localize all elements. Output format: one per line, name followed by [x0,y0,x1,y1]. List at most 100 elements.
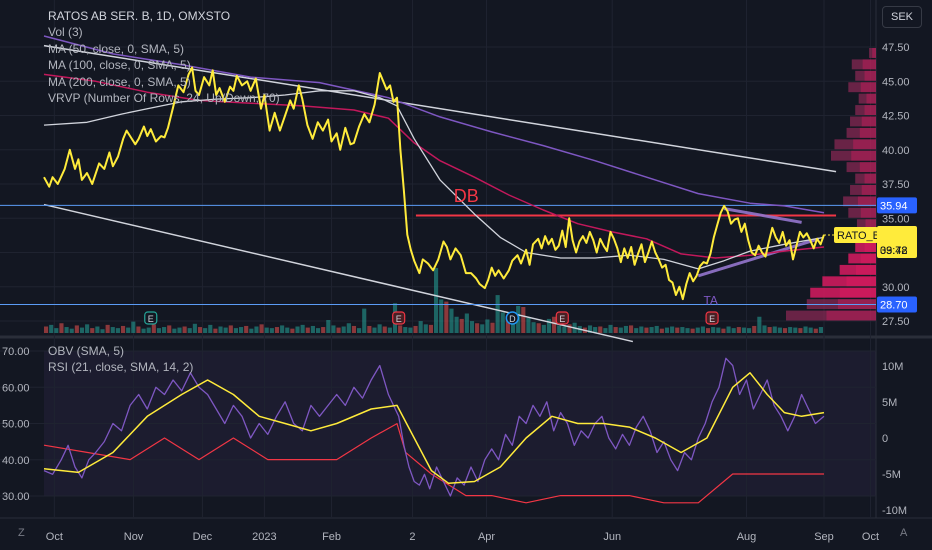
vrvp-row-17 [855,242,876,252]
volume-bar-9 [90,328,95,333]
volume-bar-44 [269,328,274,333]
level-high-badge: 35.94 [880,200,908,212]
currency-button[interactable]: SEK [882,6,922,28]
volume-bar-55 [326,320,331,333]
obv-tick-2: 0 [882,433,888,445]
vrvp-row-4 [858,93,876,104]
volume-bar-136 [741,327,747,333]
volume-bar-84 [475,323,480,333]
volume-bar-140 [762,325,767,333]
db-label: DB [454,186,479,206]
vrvp-row-21 [810,287,876,298]
vrvp-row-up-23 [826,310,876,321]
volume-bar-43 [264,327,269,333]
volume-bar-39 [244,325,249,333]
obv-tick-1: 5M [882,397,897,409]
volume-bar-74 [423,324,428,333]
channel-lower-line [43,203,634,343]
vrvp-row-up-11 [864,173,876,184]
level-low-badge-bg [877,296,917,313]
volume-bar-146 [793,327,798,333]
symbol-title: RATOS AB SER. B, 1D, OMXSTO [48,9,231,23]
volume-bar-151 [818,327,823,333]
event-marker-2: D [505,311,520,325]
volume-bar-113 [623,325,628,333]
volume-bar-63 [367,325,372,333]
volume-bar-37 [233,328,238,333]
indicator-rsi[interactable]: RSI (21, close, SMA, 14, 2) [48,360,194,375]
vrvp-row-up-4 [866,93,876,104]
volume-bar-36 [228,325,233,333]
volume-bar-11 [100,329,105,333]
volume-bar-78 [444,301,449,333]
vrvp-row-up-10 [859,162,876,173]
vrvp-row-up-6 [861,116,876,127]
rsi-line [43,357,825,497]
volume-bar-102 [567,324,572,333]
volume-bar-114 [629,325,634,333]
volume-bar-138 [752,325,757,333]
volume-bar-45 [274,327,280,333]
price-tick-7: 30.00 [882,282,910,294]
volume-bar-75 [428,324,433,333]
volume-bar-23 [162,327,167,333]
vrvp-row-5 [855,105,876,115]
rsi-tick-0: 70.00 [2,346,30,358]
indicator-ma200[interactable]: MA (200, close, 0, SMA, 5) [48,74,191,89]
volume-bar-126 [690,328,695,333]
volume-bar-88 [495,295,500,333]
ma50-line [43,90,825,270]
volume-bar-86 [485,319,490,333]
vrvp-row-23 [786,310,876,321]
volume-bar-98 [546,318,552,333]
indicator-ma100[interactable]: MA (100, close, 0, SMA, 5) [48,58,191,73]
volume-bar-124 [680,327,685,333]
volume-bar-59 [346,323,351,333]
vrvp-row-20 [822,276,876,287]
volume-bar-77 [439,299,444,333]
timezone-corner-label[interactable]: Z [18,527,25,539]
volume-bar-141 [767,327,772,333]
volume-bar-49 [295,326,300,333]
price-tick-0: 47.50 [882,42,910,54]
volume-bar-76 [434,268,439,333]
time-tick-10: Oct [862,531,879,543]
volume-bar-7 [79,327,85,333]
rsi-tick-4: 30.00 [2,491,30,503]
indicator-vol[interactable]: Vol (3) [48,25,83,40]
auto-scale-corner-label[interactable]: A [900,527,908,539]
volume-bar-90 [505,315,510,333]
indicator-obv[interactable]: OBV (SMA, 5) [48,344,125,358]
rsi-tick-1: 60.00 [2,382,30,394]
volume-bar-79 [449,308,454,333]
volume-bar-142 [772,326,777,333]
volume-bar-149 [808,327,813,333]
volume-bar-42 [259,324,264,333]
volume-bar-129 [705,328,711,333]
volume-bar-13 [110,327,115,333]
volume-bar-99 [552,316,557,333]
vrvp-row-19 [839,264,876,275]
volume-bar-143 [777,327,782,333]
volume-bar-148 [803,326,808,333]
indicator-vrvp[interactable]: VRVP (Number Of Rows, 24, Up/Down, 70) [48,90,280,105]
volume-bar-82 [464,313,469,333]
volume-bar-116 [639,326,644,333]
vrvp-row-1 [851,59,876,70]
volume-bar-120 [659,328,664,333]
indicator-ma50[interactable]: MA (50, close, 0, SMA, 5) [48,41,185,56]
volume-bar-17 [131,321,136,333]
volume-bar-123 [675,327,680,333]
volume-bar-66 [382,326,387,333]
volume-bar-51 [305,327,310,333]
volume-bar-71 [408,327,413,333]
volume-bar-122 [670,326,675,333]
volume-bar-33 [213,328,218,333]
volume-bar-2 [54,328,59,333]
volume-bar-121 [664,327,670,333]
volume-bar-83 [469,321,475,333]
volume-bar-85 [480,324,485,333]
volume-bar-32 [208,324,213,333]
volume-bar-34 [218,326,223,333]
